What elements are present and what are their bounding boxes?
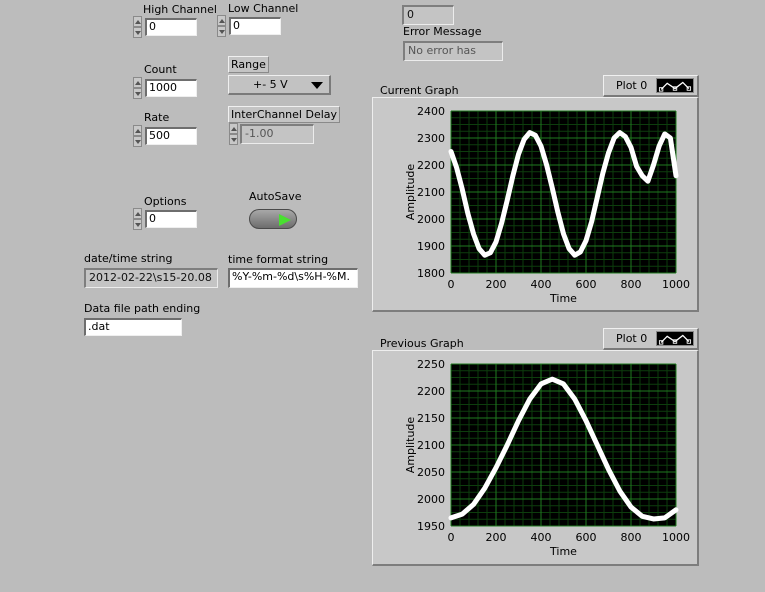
previous-graph-panel: 0 200 400 600 800 1000 1950 2000 2050 2100 2150 220… <box>372 350 699 566</box>
y-tick-label: 2000 <box>417 493 445 506</box>
current-graph-plot-legend[interactable]: Plot 0 <box>603 75 699 97</box>
plot-style-icon <box>656 78 694 93</box>
previous-graph-label: Previous Graph <box>380 337 464 350</box>
autosave-toggle[interactable] <box>249 209 297 229</box>
x-tick-label: 400 <box>531 531 552 544</box>
options-stepper[interactable] <box>133 208 142 230</box>
count-stepper[interactable] <box>133 77 142 99</box>
increment-arrow-icon[interactable] <box>133 77 142 88</box>
rate-label: Rate <box>144 111 170 124</box>
y-tick-label: 2000 <box>417 213 445 226</box>
led-indicator-icon <box>279 214 291 226</box>
current-graph-label: Current Graph <box>380 84 459 97</box>
series-line-plot-0 <box>448 130 679 258</box>
options-input[interactable]: 0 <box>145 210 197 228</box>
range-select[interactable]: +- 5 V <box>228 75 331 95</box>
x-tick-label: 600 <box>576 278 597 291</box>
plot-legend-name: Plot 0 <box>616 332 648 345</box>
increment-arrow-icon[interactable] <box>217 15 226 26</box>
error-message-label: Error Message <box>403 25 482 38</box>
y-tick-label: 2050 <box>417 466 445 479</box>
previous-graph-chart[interactable]: 0 200 400 600 800 1000 1950 2000 2050 2100 2150 220… <box>373 351 697 564</box>
error-code-indicator: 0 <box>402 5 454 25</box>
x-tick-label: 800 <box>621 278 642 291</box>
low-channel-label: Low Channel <box>228 2 299 15</box>
dropdown-arrow-icon[interactable] <box>311 82 323 89</box>
decrement-arrow-icon[interactable] <box>133 136 142 147</box>
high-channel-label: High Channel <box>143 3 217 16</box>
error-message-indicator: No error has <box>403 41 503 61</box>
x-tick-label: 1000 <box>662 278 690 291</box>
y-tick-label: 2250 <box>417 358 445 371</box>
range-label: Range <box>228 56 269 73</box>
data-file-path-ending-input[interactable]: .dat <box>84 318 182 336</box>
time-format-label: time format string <box>228 253 329 266</box>
range-value: +- 5 V <box>253 78 288 91</box>
y-tick-label: 2300 <box>417 132 445 145</box>
increment-arrow-icon[interactable] <box>133 16 142 27</box>
increment-arrow-icon[interactable] <box>133 125 142 136</box>
y-tick-label: 2400 <box>417 105 445 118</box>
high-channel-input[interactable]: 0 <box>145 18 197 36</box>
x-axis-label: Time <box>549 292 577 305</box>
y-axis-label: Amplitude <box>404 164 417 221</box>
decrement-arrow-icon[interactable] <box>133 88 142 99</box>
x-tick-label: 200 <box>486 531 507 544</box>
x-tick-label: 600 <box>576 531 597 544</box>
y-tick-label: 2200 <box>417 385 445 398</box>
low-channel-input[interactable]: 0 <box>229 17 281 35</box>
previous-graph-plot-legend[interactable]: Plot 0 <box>603 328 699 350</box>
current-graph-panel: 0 200 400 600 800 1000 1800 1900 2000 2100 2200 230… <box>372 97 699 312</box>
y-tick-label: 1950 <box>417 520 445 533</box>
y-tick-label: 2200 <box>417 159 445 172</box>
decrement-arrow-icon[interactable] <box>229 134 238 145</box>
rate-input[interactable]: 500 <box>145 127 197 145</box>
x-tick-label: 200 <box>486 278 507 291</box>
count-input[interactable]: 1000 <box>145 79 197 97</box>
decrement-arrow-icon[interactable] <box>133 27 142 38</box>
rate-stepper[interactable] <box>133 125 142 147</box>
autosave-label: AutoSave <box>249 190 302 203</box>
current-graph-chart[interactable]: 0 200 400 600 800 1000 1800 1900 2000 2100 2200 230… <box>373 98 697 310</box>
y-tick-label: 1900 <box>417 240 445 253</box>
high-channel-stepper[interactable] <box>133 16 142 38</box>
y-tick-label: 2150 <box>417 412 445 425</box>
x-tick-label: 800 <box>621 531 642 544</box>
interchannel-delay-label: InterChannel Delay <box>228 106 341 123</box>
datetime-string-indicator: 2012-02-22\s15-20.08 <box>84 268 218 288</box>
data-file-path-ending-label: Data file path ending <box>84 302 201 315</box>
x-tick-label: 0 <box>448 531 455 544</box>
y-tick-label: 1800 <box>417 267 445 280</box>
x-tick-label: 1000 <box>662 531 690 544</box>
time-format-input[interactable]: %Y-%m-%d\s%H-%M. <box>228 268 358 288</box>
options-label: Options <box>144 195 187 208</box>
interchannel-delay-input[interactable]: -1.00 <box>240 124 314 144</box>
y-tick-label: 2100 <box>417 186 445 199</box>
x-tick-label: 0 <box>448 278 455 291</box>
x-tick-label: 400 <box>531 278 552 291</box>
low-channel-stepper[interactable] <box>217 15 226 37</box>
plot-legend-name: Plot 0 <box>616 79 648 92</box>
y-tick-label: 2100 <box>417 439 445 452</box>
x-axis-label: Time <box>549 545 577 558</box>
count-label: Count <box>144 63 177 76</box>
decrement-arrow-icon[interactable] <box>217 26 226 37</box>
datetime-string-label: date/time string <box>84 252 173 265</box>
series-line-plot-0 <box>448 376 679 522</box>
decrement-arrow-icon[interactable] <box>133 219 142 230</box>
increment-arrow-icon[interactable] <box>133 208 142 219</box>
interchannel-delay-stepper[interactable] <box>229 123 238 145</box>
increment-arrow-icon[interactable] <box>229 123 238 134</box>
y-axis-label: Amplitude <box>404 417 417 474</box>
plot-style-icon <box>656 331 694 346</box>
